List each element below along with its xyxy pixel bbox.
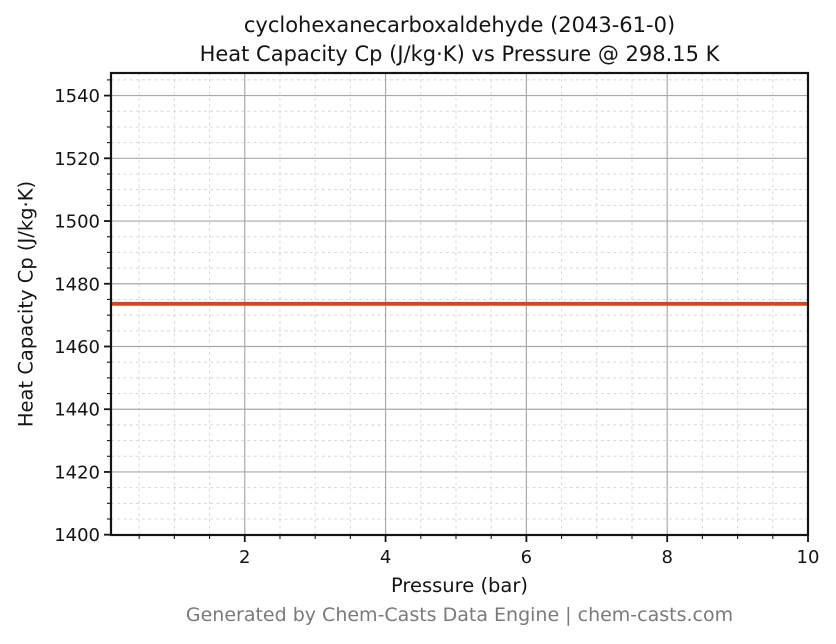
y-tick-label: 1500 [54, 212, 100, 233]
axes-spines [109, 71, 810, 537]
chart-title: cyclohexanecarboxaldehyde (2043-61-0) He… [111, 11, 808, 69]
y-tick-label: 1460 [54, 337, 100, 358]
footer-watermark: Generated by Chem-Casts Data Engine | ch… [185, 604, 734, 626]
y-tick-label: 1440 [54, 400, 100, 421]
x-tick-label: 10 [797, 547, 820, 568]
x-tick-label: 6 [521, 547, 532, 568]
x-tick-label: 4 [380, 547, 391, 568]
x-tick-label: 8 [661, 547, 672, 568]
y-tick-label: 1480 [54, 274, 100, 295]
y-tick-label: 1420 [54, 462, 100, 483]
x-axis-label: Pressure (bar) [390, 574, 529, 597]
y-tick-label: 1540 [54, 86, 100, 107]
y-tick-label: 1400 [54, 525, 100, 546]
chart-title-line2: Heat Capacity Cp (J/kg·K) vs Pressure @ … [199, 42, 720, 66]
y-tick-label: 1520 [54, 149, 100, 170]
x-tick-label: 2 [239, 547, 250, 568]
y-axis-label: Heat Capacity Cp (J/kg·K) [14, 180, 38, 428]
chart-title-line1: cyclohexanecarboxaldehyde (2043-61-0) [243, 13, 676, 37]
